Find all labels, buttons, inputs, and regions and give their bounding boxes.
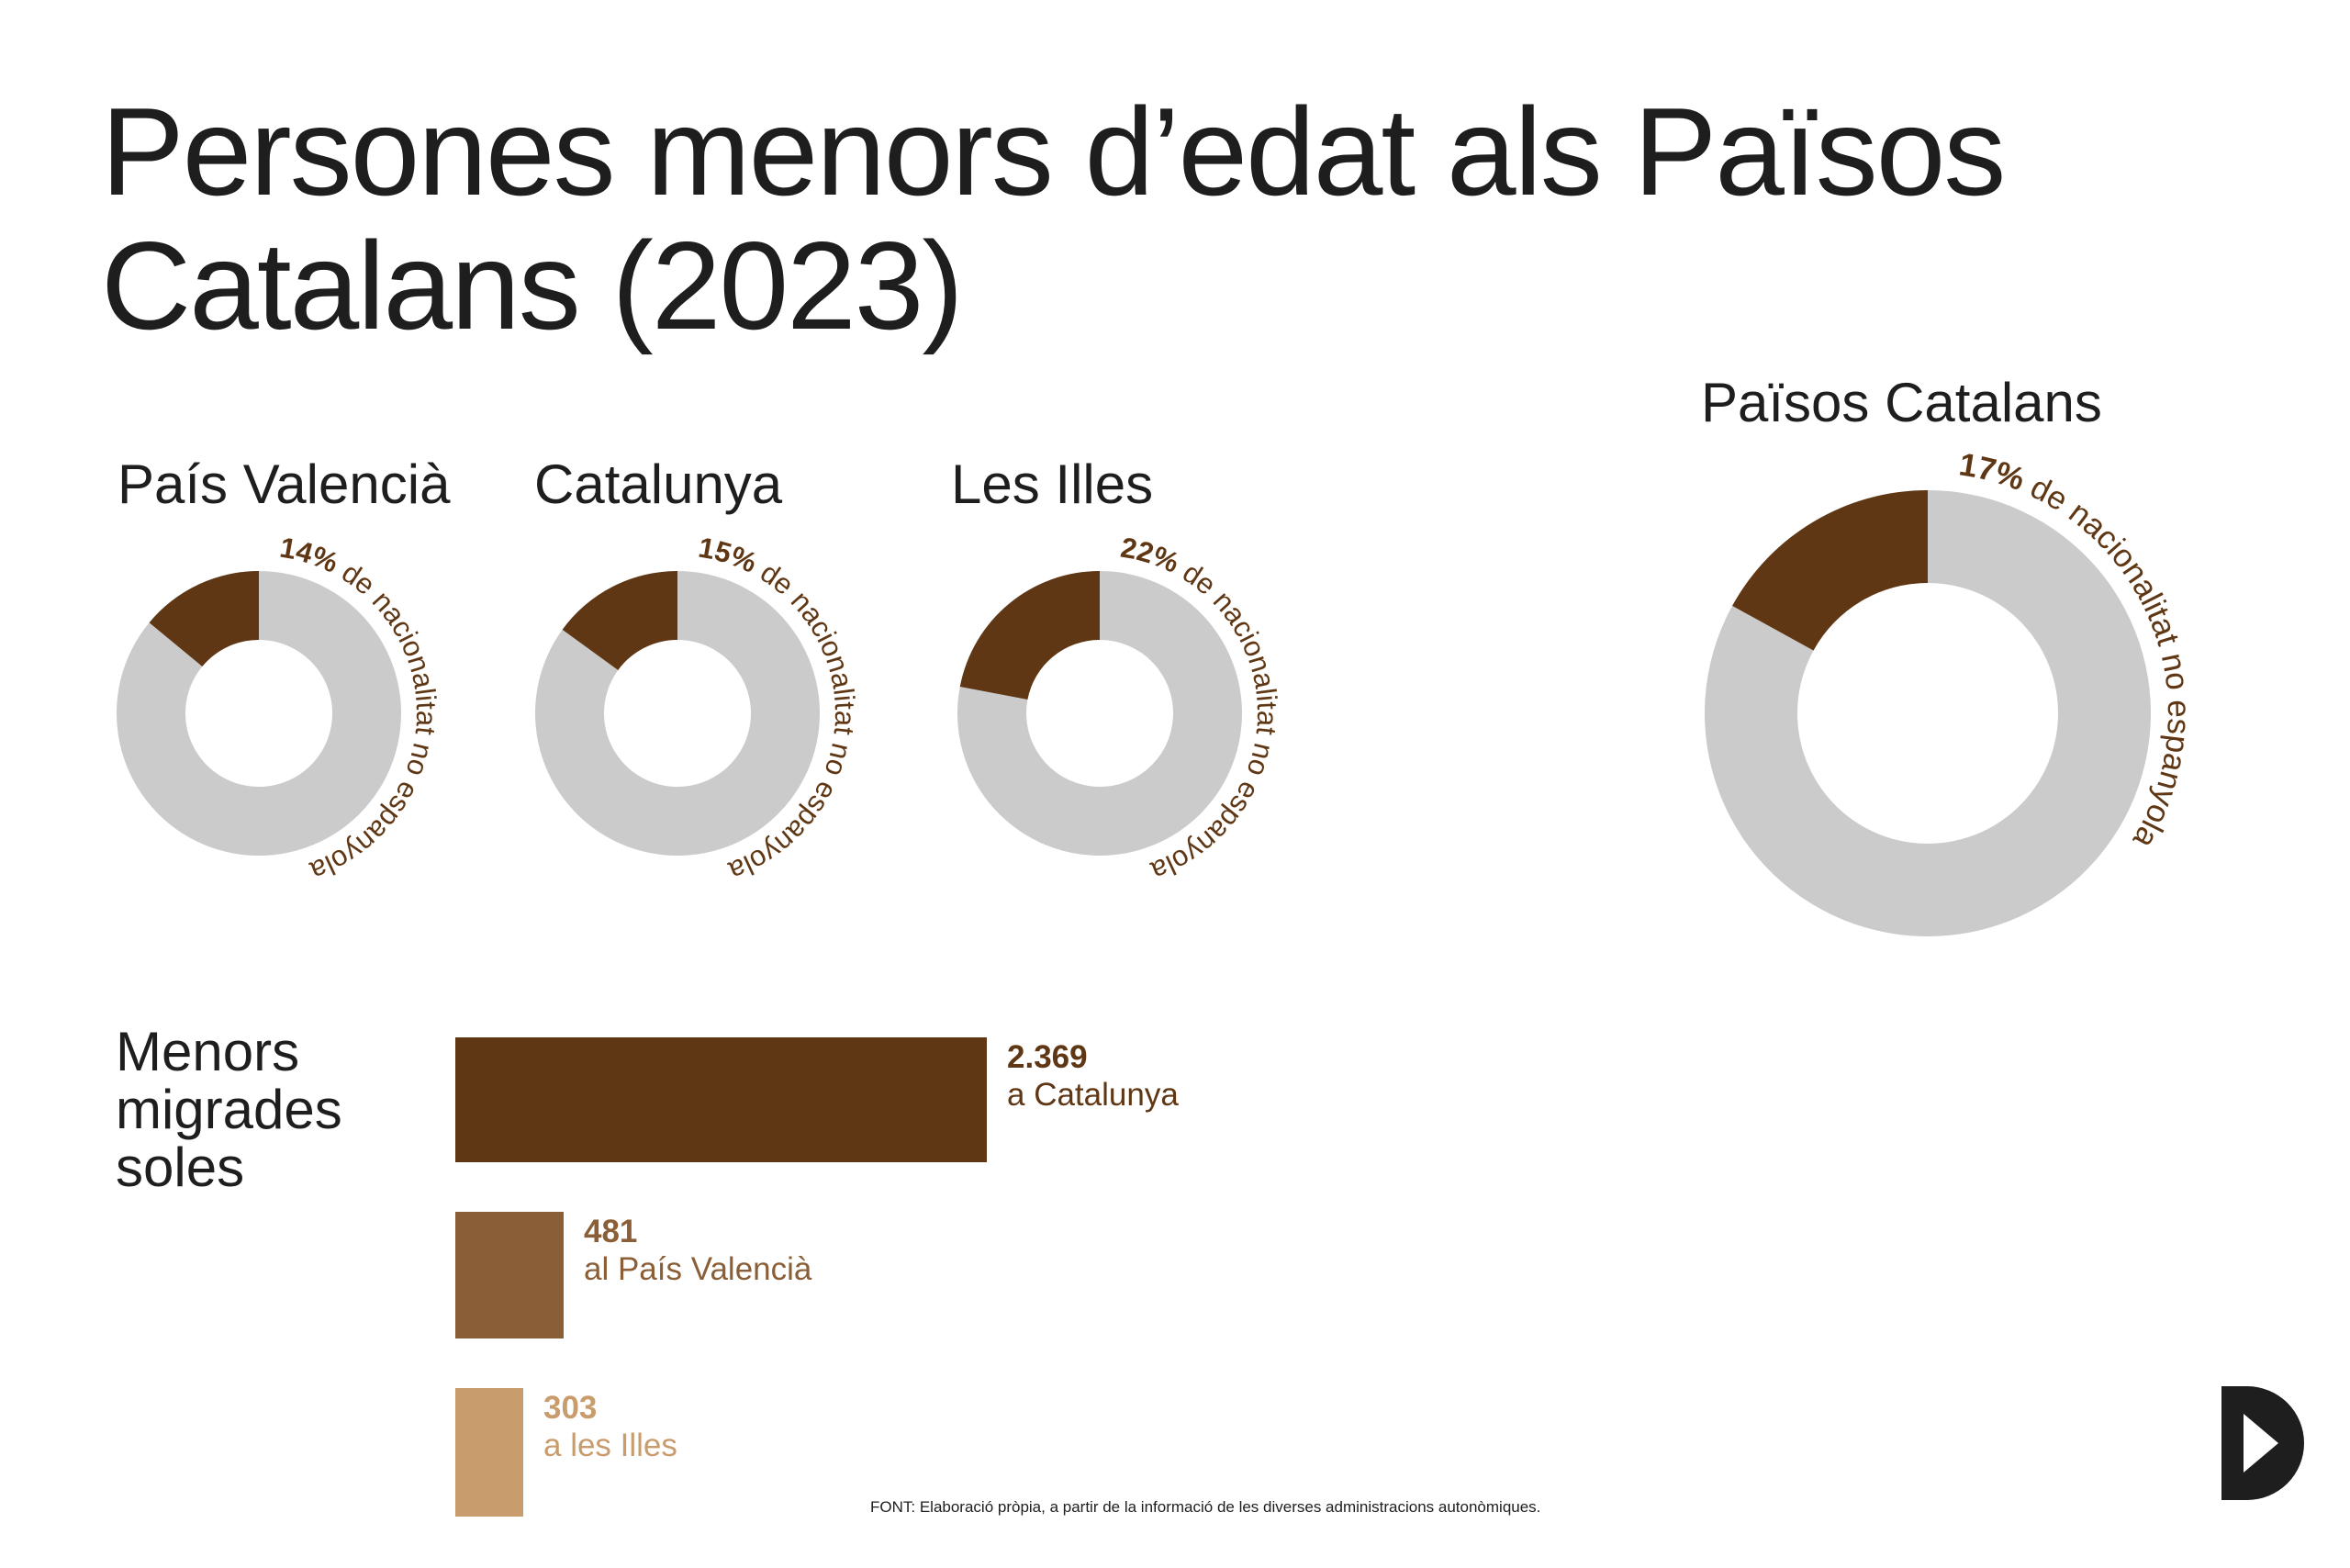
donut-slice-other-les-illes <box>957 571 1242 856</box>
bar-chart-title-line: Menors <box>116 1021 300 1082</box>
bar-value-les-illes: 303 <box>543 1390 598 1426</box>
donut-slice-foreign-pais-valencia <box>149 571 259 667</box>
donut-slice-foreign-catalunya <box>562 571 677 670</box>
bar-category-les-illes: a les Illes <box>543 1428 677 1463</box>
bar-category-catalunya: a Catalunya <box>1007 1077 1179 1113</box>
bar-chart-title-line: migrades <box>116 1079 342 1140</box>
donut-pais-valencia: 14% de nacionalitat no espanyola <box>117 532 442 888</box>
bar-chart-title-line: soles <box>116 1137 245 1198</box>
donut-annotation-pct: 17% <box>1956 446 2039 501</box>
chart-title: Persones menors d’edat als Països Catala… <box>101 82 2006 355</box>
donut-catalunya: 15% de nacionalitat no espanyola <box>534 532 861 888</box>
donut-slice-other-pais-valencia <box>117 571 401 856</box>
donut-slice-foreign-les-illes <box>959 571 1100 700</box>
donut-title-pais-valencia: País Valencià <box>118 454 451 515</box>
donut-title-catalunya: Catalunya <box>534 454 783 515</box>
bar-value-pais-valencia: 481 <box>584 1214 638 1249</box>
bar-catalunya <box>455 1037 987 1162</box>
donut-slice-other-catalunya <box>534 571 820 856</box>
donut-paisos-catalans: 17% de nacionalitat no espanyola <box>1704 446 2197 936</box>
bar-category-pais-valencia: al País Valencià <box>584 1251 812 1287</box>
source-note: FONT: Elaboració pròpia, a partir de la … <box>870 1498 1541 1516</box>
donut-title-paisos-catalans: Països Catalans <box>1701 372 2102 433</box>
bar-chart-title: Menors migrades soles <box>116 1023 419 1196</box>
bar-pais-valencia <box>455 1212 564 1338</box>
donut-slice-other-paisos-catalans <box>1704 490 2151 936</box>
donut-slice-foreign-paisos-catalans <box>1732 490 1928 651</box>
donut-title-les-illes: Les Illes <box>951 454 1154 515</box>
play-d-logo-icon <box>2221 1386 2304 1500</box>
donut-les-illes: 22% de nacionalitat no espanyola <box>957 532 1283 888</box>
bar-les-illes <box>455 1388 523 1517</box>
bar-value-catalunya: 2.369 <box>1007 1039 1088 1075</box>
